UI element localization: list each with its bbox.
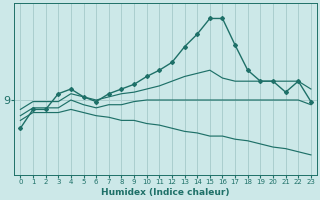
X-axis label: Humidex (Indice chaleur): Humidex (Indice chaleur) <box>101 188 230 197</box>
